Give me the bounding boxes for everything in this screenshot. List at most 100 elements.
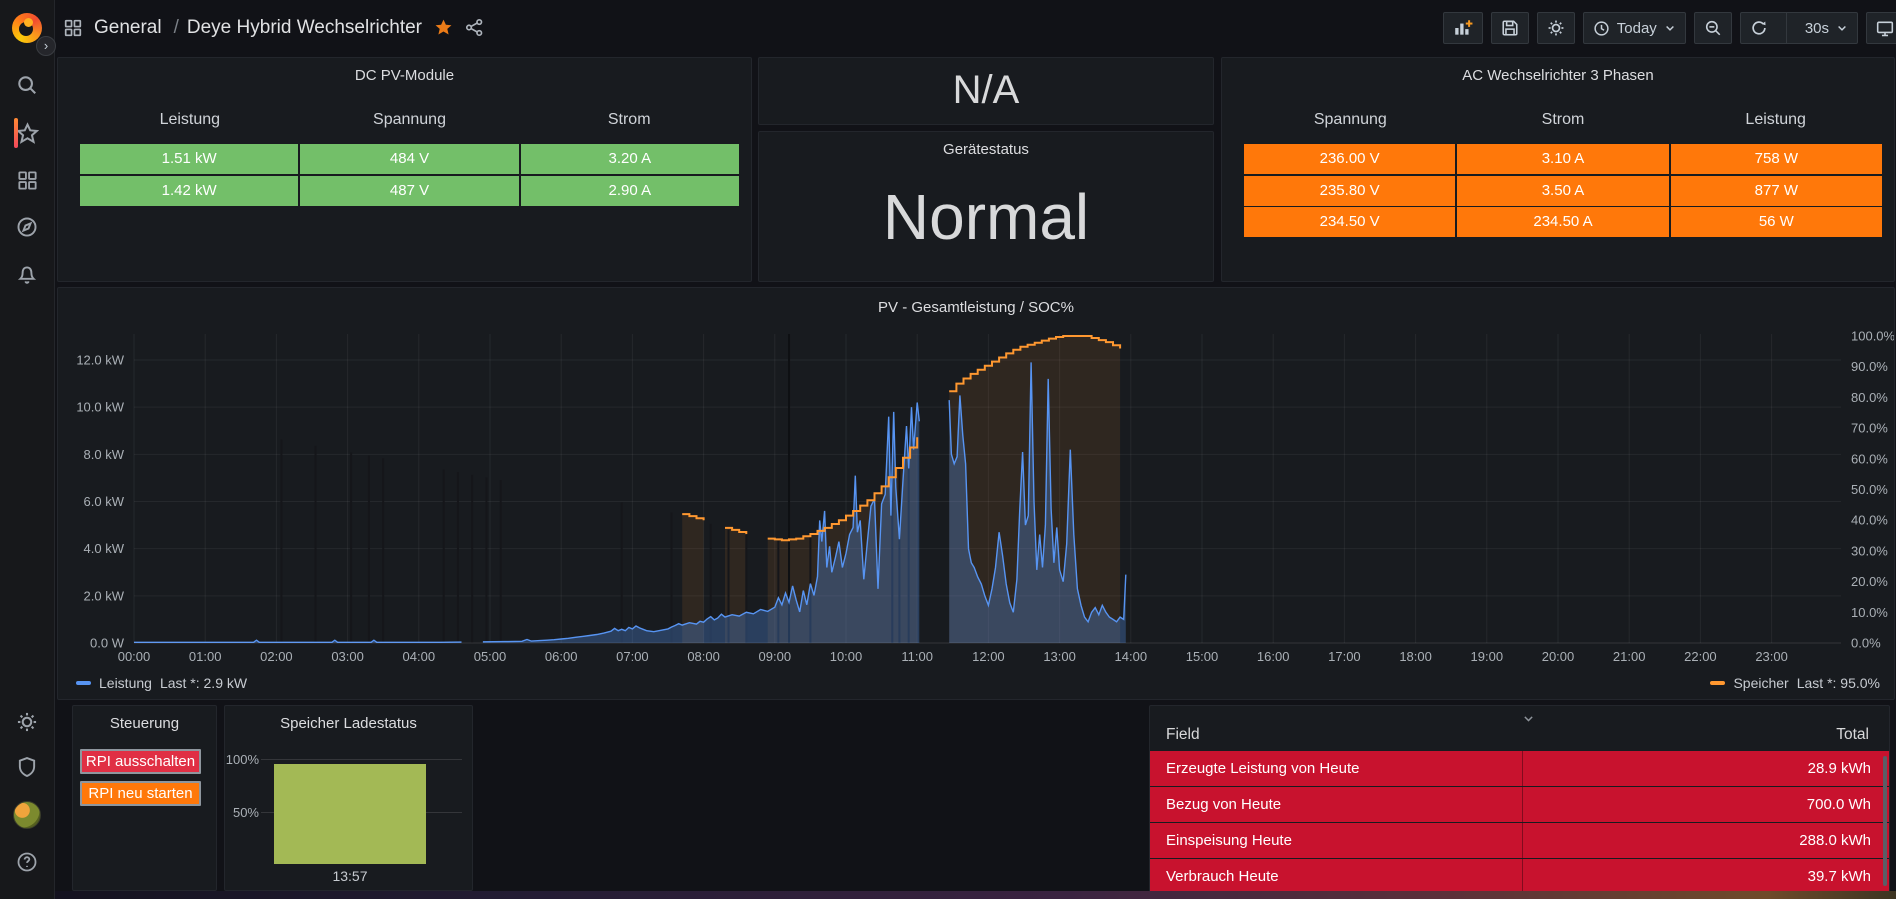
apps-grid-icon[interactable] bbox=[64, 19, 82, 37]
dashboard-title[interactable]: Deye Hybrid Wechselrichter bbox=[186, 16, 423, 38]
sidebar-item-server-admin[interactable] bbox=[0, 747, 54, 787]
sidebar-item-alerting[interactable] bbox=[0, 254, 54, 294]
svg-text:19:00: 19:00 bbox=[1471, 649, 1504, 664]
panel-title[interactable]: PV - Gesamtleistung / SOC% bbox=[878, 299, 1074, 316]
shield-icon bbox=[18, 757, 36, 777]
clock-icon bbox=[1594, 20, 1609, 36]
panel-title[interactable]: DC PV-Module bbox=[354, 67, 455, 84]
svg-text:10:00: 10:00 bbox=[830, 649, 863, 664]
svg-text:2.0 kW: 2.0 kW bbox=[84, 588, 125, 603]
panel-pv-gesamtleistung-soc: PV - Gesamtleistung / SOC% 0.0 W 2.0 kW 4.… bbox=[57, 287, 1896, 700]
timeseries-plot[interactable]: 0.0 W 2.0 kW 4.0 kW 6.0 kW 8.0 kW 10.0 kW 12.0… bbox=[58, 288, 1895, 699]
svg-text:20:00: 20:00 bbox=[1542, 649, 1575, 664]
sidebar-item-starred[interactable] bbox=[0, 113, 54, 153]
column-header: Leistung bbox=[159, 111, 221, 128]
svg-text:02:00: 02:00 bbox=[260, 649, 293, 664]
share-icon[interactable] bbox=[465, 18, 484, 37]
refresh-interval-dropdown[interactable]: 30s bbox=[1796, 13, 1857, 43]
svg-text:23:00: 23:00 bbox=[1755, 649, 1788, 664]
status-value: Normal bbox=[882, 181, 1090, 253]
favorite-star-icon[interactable] bbox=[434, 18, 453, 37]
value-cell: 487 V bbox=[300, 175, 519, 206]
panel-na-stat: N/A bbox=[758, 57, 1214, 125]
sidebar-item-dashboards[interactable] bbox=[0, 160, 54, 200]
value-cell: 1.42 kW bbox=[80, 175, 299, 206]
column-header: Spannung bbox=[373, 111, 446, 128]
time-range-label: Today bbox=[1616, 19, 1657, 37]
svg-text:22:00: 22:00 bbox=[1684, 649, 1717, 664]
refresh-interval-label: 30s bbox=[1804, 19, 1829, 37]
divider bbox=[1785, 13, 1787, 43]
panel-totals-table: Field Total Erzeugte Leistung von Heute … bbox=[1149, 705, 1890, 899]
svg-text:03:00: 03:00 bbox=[331, 649, 364, 664]
svg-text:90.0%: 90.0% bbox=[1851, 359, 1888, 374]
panel-title[interactable]: Speicher Ladestatus bbox=[280, 715, 417, 732]
legend-item-leistung[interactable]: Leistung Last *: 2.9 kW bbox=[76, 675, 247, 691]
tv-kiosk-mode-button[interactable] bbox=[1866, 12, 1896, 44]
svg-text:08:00: 08:00 bbox=[687, 649, 720, 664]
sidebar-item-explore[interactable] bbox=[0, 207, 54, 247]
breadcrumb-root[interactable]: General bbox=[94, 16, 162, 38]
svg-text:100.0%: 100.0% bbox=[1851, 329, 1894, 344]
sidebar-item-configuration[interactable] bbox=[0, 702, 54, 742]
save-dashboard-button[interactable] bbox=[1490, 12, 1529, 44]
svg-text:4.0 kW: 4.0 kW bbox=[84, 541, 125, 556]
legend-item-speicher[interactable]: Speicher Last *: 95.0% bbox=[1710, 675, 1880, 691]
search-icon bbox=[18, 76, 36, 94]
svg-text:8.0 kW: 8.0 kW bbox=[84, 447, 125, 462]
add-panel-icon bbox=[1455, 20, 1473, 35]
totals-table-header: Field Total bbox=[1150, 706, 1889, 751]
total-cell: 28.9 kWh bbox=[1807, 760, 1871, 777]
svg-text:17:00: 17:00 bbox=[1328, 649, 1361, 664]
dashboards-grid-icon bbox=[17, 170, 37, 190]
svg-text:12.0 kW: 12.0 kW bbox=[76, 352, 124, 367]
svg-text:15:00: 15:00 bbox=[1186, 649, 1219, 664]
rpi-ausschalten-button[interactable]: RPI ausschalten bbox=[80, 749, 201, 774]
bell-icon bbox=[17, 266, 37, 284]
sidebar-item-profile[interactable] bbox=[0, 795, 54, 835]
svg-text:60.0%: 60.0% bbox=[1851, 451, 1888, 466]
value-cell: 236.00 V bbox=[1244, 144, 1456, 174]
grafana-logo[interactable] bbox=[12, 13, 42, 43]
refresh-dashboard-button[interactable] bbox=[1741, 13, 1777, 43]
chevron-down-icon bbox=[1665, 25, 1674, 31]
panel-speicher-ladestatus: Speicher Ladestatus 100% 50% 13:57 bbox=[224, 705, 473, 891]
table-row: Einspeisung Heute 288.0 kWh bbox=[1150, 823, 1889, 858]
panel-title[interactable]: Steuerung bbox=[109, 715, 180, 732]
panel-title[interactable]: Gerätestatus bbox=[943, 141, 1029, 158]
value-cell: 234.50 A bbox=[1457, 207, 1669, 237]
column-header-total[interactable]: Total bbox=[1836, 726, 1869, 743]
panel-ac-wechselrichter: AC Wechselrichter 3 Phasen Spannung Stro… bbox=[1221, 57, 1895, 282]
chevron-down-icon[interactable] bbox=[1522, 712, 1535, 725]
breadcrumb-separator: / bbox=[173, 16, 179, 38]
dashboard-settings-button[interactable] bbox=[1536, 12, 1575, 44]
sidebar-expand-button[interactable]: › bbox=[36, 36, 56, 56]
svg-text:12:00: 12:00 bbox=[972, 649, 1005, 664]
monitor-icon bbox=[1876, 21, 1894, 36]
value-cell: 3.10 A bbox=[1457, 144, 1669, 174]
legend-last-value: Last *: 95.0% bbox=[1796, 675, 1880, 691]
chart-legend: Leistung Last *: 2.9 kW Speicher Last *:… bbox=[76, 675, 1880, 691]
value-cell: 1.51 kW bbox=[80, 144, 299, 174]
legend-last-value: Last *: 2.9 kW bbox=[159, 675, 248, 691]
add-panel-button[interactable] bbox=[1442, 12, 1483, 44]
table-row: 234.50 V 234.50 A 56 W bbox=[1244, 207, 1882, 237]
column-header: Spannung bbox=[1313, 111, 1387, 128]
save-icon bbox=[1502, 20, 1518, 36]
zoom-out-time-button[interactable] bbox=[1693, 12, 1732, 44]
sidebar-item-search[interactable] bbox=[0, 65, 54, 105]
column-header-field[interactable]: Field bbox=[1166, 726, 1200, 743]
table-row: 235.80 V 3.50 A 877 W bbox=[1244, 175, 1882, 206]
svg-text:6.0 kW: 6.0 kW bbox=[84, 494, 125, 509]
panel-title[interactable]: AC Wechselrichter 3 Phasen bbox=[1462, 67, 1654, 84]
ac-table-headers: Spannung Strom Leistung bbox=[1244, 104, 1882, 136]
table-row: Verbrauch Heute 39.7 kWh bbox=[1150, 859, 1889, 894]
svg-text:04:00: 04:00 bbox=[403, 649, 436, 664]
legend-label: Speicher bbox=[1733, 675, 1789, 691]
table-row: 236.00 V 3.10 A 758 W bbox=[1244, 144, 1882, 174]
sidebar-item-help[interactable] bbox=[0, 842, 54, 882]
time-range-picker[interactable]: Today bbox=[1582, 12, 1686, 44]
gear-icon bbox=[1548, 20, 1564, 36]
table-scrollbar[interactable] bbox=[1883, 756, 1887, 886]
rpi-neu-starten-button[interactable]: RPI neu starten bbox=[80, 781, 201, 806]
